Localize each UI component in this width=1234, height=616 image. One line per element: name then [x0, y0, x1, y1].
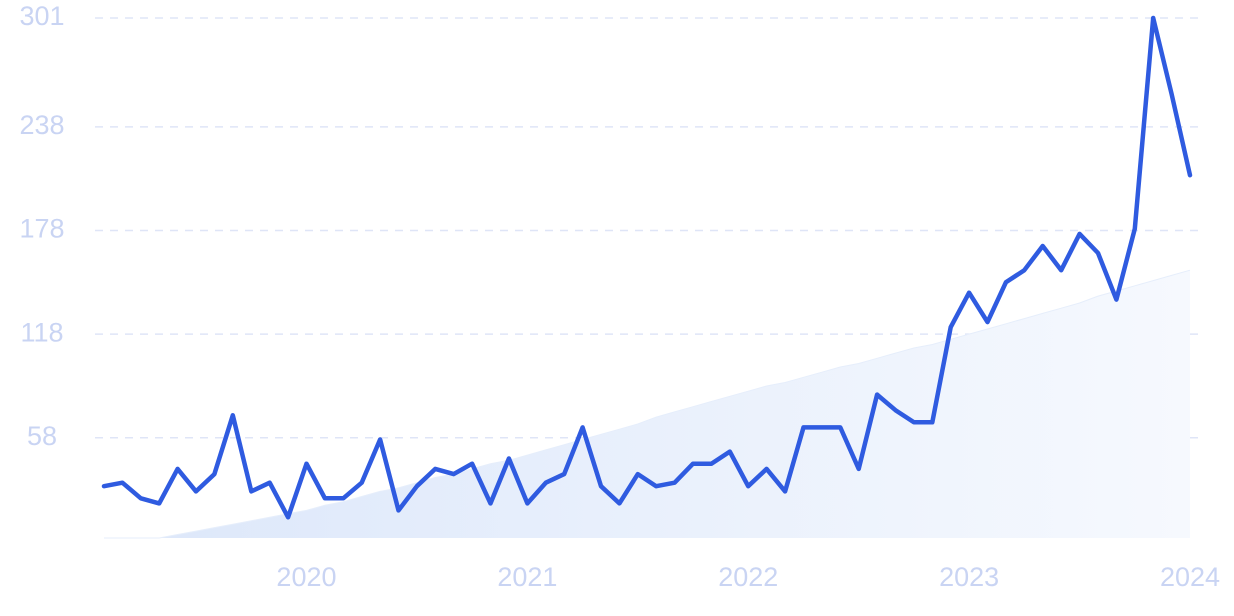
- y-tick-label: 118: [20, 317, 63, 347]
- line: [101, 15, 1193, 520]
- x-tick-label: 2022: [718, 562, 778, 592]
- x-tick-label: 2024: [1160, 562, 1220, 592]
- x-tick-label: 2023: [939, 562, 999, 592]
- y-tick-label: 178: [19, 214, 64, 244]
- y-tick-label: 58: [27, 421, 57, 451]
- y-tick-label: 238: [19, 110, 64, 140]
- trend-area: [104, 270, 1190, 538]
- y-tick-label: 301: [19, 1, 64, 31]
- x-tick-label: 2021: [497, 562, 557, 592]
- x-tick-label: 2020: [276, 562, 336, 592]
